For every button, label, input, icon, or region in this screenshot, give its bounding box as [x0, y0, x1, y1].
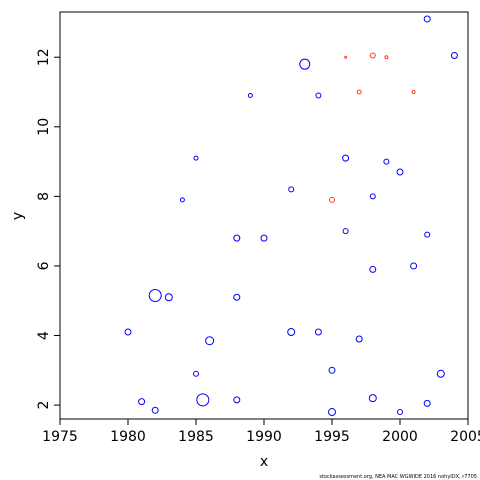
data-point	[260, 234, 268, 242]
x-tick-label: 1975	[42, 429, 78, 445]
x-tick-label: 1990	[246, 429, 282, 445]
data-point	[344, 55, 348, 59]
data-point	[124, 328, 132, 336]
data-point	[247, 92, 253, 98]
y-axis-label: y	[10, 212, 26, 220]
data-point	[342, 228, 349, 235]
data-point	[355, 335, 363, 343]
data-point	[233, 293, 241, 301]
x-tick-label: 1980	[110, 429, 146, 445]
y-axis: 2 4 6 8 10 12	[36, 48, 60, 410]
data-point	[299, 58, 311, 70]
y-tick-label: 4	[36, 331, 52, 340]
data-point	[356, 89, 362, 95]
data-point	[233, 396, 241, 404]
data-point	[369, 193, 376, 200]
data-point	[384, 55, 389, 60]
data-point	[205, 336, 215, 346]
x-axis-label: x	[260, 454, 268, 470]
data-point	[423, 399, 431, 407]
y-tick-label: 6	[36, 261, 52, 270]
data-point	[233, 234, 241, 242]
data-point	[450, 51, 458, 59]
x-tick-label: 2000	[382, 429, 418, 445]
data-point	[424, 231, 431, 238]
plot-frame	[59, 11, 469, 420]
data-point	[368, 394, 377, 403]
data-point	[314, 328, 322, 336]
data-point	[315, 92, 322, 99]
data-marks	[124, 15, 458, 417]
data-point	[411, 90, 416, 95]
data-point	[410, 262, 418, 270]
data-point	[369, 52, 376, 59]
data-point	[328, 408, 336, 417]
x-tick-label: 1995	[314, 429, 350, 445]
data-point	[151, 406, 159, 414]
data-point	[329, 196, 335, 203]
data-point	[193, 155, 199, 161]
y-tick-label: 8	[36, 192, 52, 201]
data-point	[396, 168, 404, 176]
data-point	[179, 197, 185, 203]
data-point	[287, 328, 296, 337]
x-tick-label: 1985	[178, 429, 214, 445]
data-point	[288, 186, 295, 193]
y-tick-label: 12	[36, 48, 52, 66]
y-tick-label: 10	[36, 118, 52, 136]
data-point	[193, 370, 199, 377]
data-point	[369, 265, 377, 273]
data-point	[196, 393, 210, 407]
x-axis: 1975 1980 1985 1990 1995 2000 2005	[42, 419, 480, 445]
data-point	[164, 293, 173, 302]
data-point	[383, 158, 390, 165]
data-point	[436, 369, 445, 378]
data-point	[148, 289, 162, 303]
data-point	[423, 15, 431, 23]
x-tick-label: 2005	[450, 429, 480, 445]
data-point	[342, 154, 350, 162]
data-point	[397, 409, 403, 416]
caption: stockassessment.org, NEA MAC WGWIDE 2016…	[319, 474, 477, 480]
data-point	[328, 366, 336, 374]
y-tick-label: 2	[36, 401, 52, 410]
data-point	[138, 398, 146, 406]
